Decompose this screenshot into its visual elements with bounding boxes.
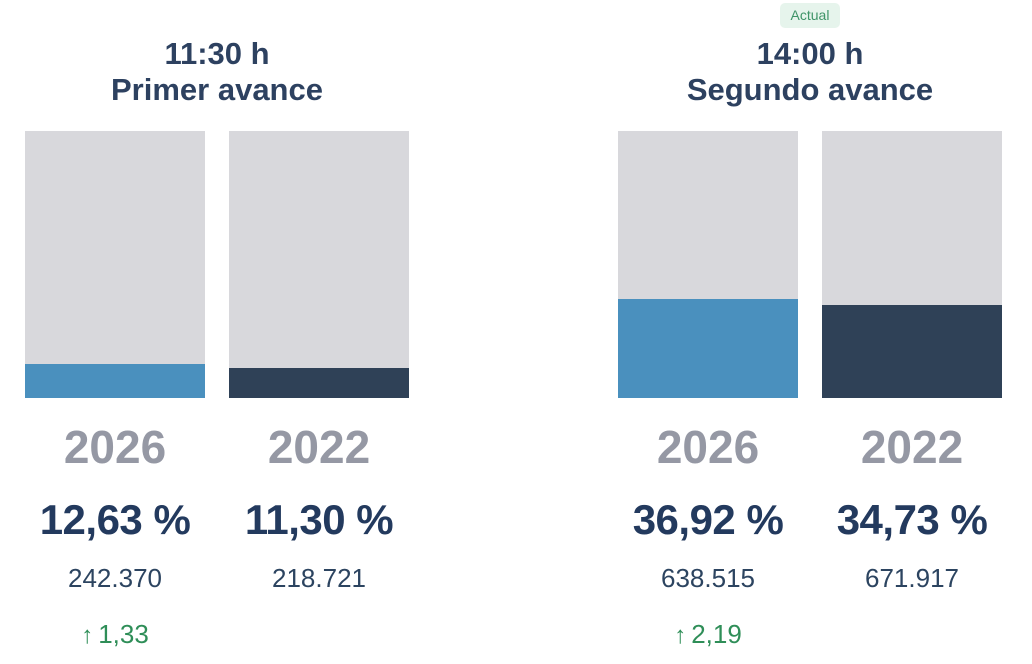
bar-track-2026 bbox=[25, 131, 205, 398]
pct-label: 12,63 % bbox=[39, 496, 191, 543]
pct-label: 11,30 % bbox=[244, 496, 394, 543]
count-label: 218.721 bbox=[272, 563, 366, 593]
bar-fill-2026 bbox=[25, 364, 205, 398]
count-label: 671.917 bbox=[865, 563, 959, 593]
delta-label: ↑ 1,33 bbox=[25, 621, 205, 649]
up-arrow-icon: ↑ bbox=[81, 622, 94, 649]
pct-label: 36,92 % bbox=[632, 496, 784, 543]
group-time: 14:00 h bbox=[756, 36, 864, 71]
bar-fill-2022 bbox=[229, 367, 409, 398]
year-label: 2026 bbox=[63, 421, 167, 473]
bar-column-2022: 2022 34,73 % 671.917 bbox=[822, 131, 1002, 649]
delta-value: 1,33 bbox=[98, 619, 149, 649]
group-subtitle: Primer avance bbox=[111, 72, 323, 107]
bar-column-2022: 2022 11,30 % 218.721 bbox=[229, 131, 409, 649]
bar-fill-2026 bbox=[618, 299, 798, 398]
advance-group-second: Actual 14:00 h Segundo avance 2026 36,92… bbox=[618, 0, 1002, 649]
bars-row: 2026 12,63 % 242.370 ↑ 1,33 2022 11,30 % … bbox=[25, 131, 409, 649]
bar-track-2026 bbox=[618, 131, 798, 398]
pct-label: 34,73 % bbox=[836, 496, 988, 543]
bar-fill-2022 bbox=[822, 305, 1002, 398]
group-time: 11:30 h bbox=[164, 36, 270, 71]
bar-track-2022 bbox=[822, 131, 1002, 398]
bar-track-2022 bbox=[229, 131, 409, 398]
count-label: 242.370 bbox=[68, 563, 162, 593]
group-title: 14:00 h Segundo avance bbox=[618, 36, 1002, 108]
group-subtitle: Segundo avance bbox=[686, 72, 934, 107]
badge-row bbox=[25, 0, 409, 36]
actual-badge: Actual bbox=[779, 3, 841, 28]
year-label: 2022 bbox=[267, 421, 371, 473]
bar-column-2026: 2026 36,92 % 638.515 ↑ 2,19 bbox=[618, 131, 798, 649]
year-label: 2026 bbox=[656, 421, 760, 473]
year-label: 2022 bbox=[860, 421, 964, 473]
advance-group-first: 11:30 h Primer avance 2026 12,63 % 242.3… bbox=[25, 0, 409, 649]
delta-value: 2,19 bbox=[691, 619, 742, 649]
bars-row: 2026 36,92 % 638.515 ↑ 2,19 2022 34,73 % … bbox=[618, 131, 1002, 649]
badge-row: Actual bbox=[618, 0, 1002, 36]
delta-label: ↑ 2,19 bbox=[618, 621, 798, 649]
group-title: 11:30 h Primer avance bbox=[25, 36, 409, 108]
bar-column-2026: 2026 12,63 % 242.370 ↑ 1,33 bbox=[25, 131, 205, 649]
up-arrow-icon: ↑ bbox=[674, 622, 687, 649]
count-label: 638.515 bbox=[661, 563, 755, 593]
